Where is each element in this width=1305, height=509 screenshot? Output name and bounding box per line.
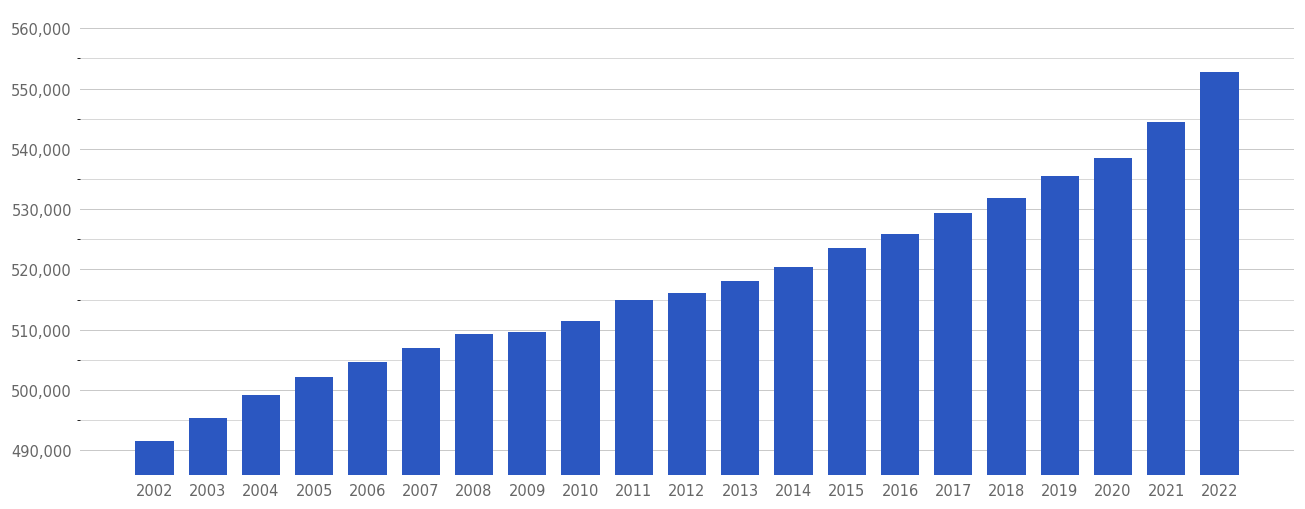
Bar bbox=[455, 334, 493, 474]
Bar bbox=[881, 235, 919, 474]
Bar bbox=[722, 281, 760, 474]
Bar bbox=[1147, 123, 1185, 474]
Bar bbox=[1040, 177, 1079, 474]
Bar bbox=[615, 300, 652, 474]
Bar bbox=[295, 377, 334, 474]
Bar bbox=[136, 441, 174, 474]
Bar bbox=[1094, 159, 1133, 474]
Bar bbox=[1201, 73, 1238, 474]
Bar bbox=[827, 249, 867, 474]
Bar bbox=[402, 348, 440, 474]
Bar bbox=[241, 395, 281, 474]
Bar bbox=[561, 322, 600, 474]
Bar bbox=[774, 268, 813, 474]
Bar bbox=[508, 332, 547, 474]
Bar bbox=[988, 199, 1026, 474]
Bar bbox=[189, 418, 227, 474]
Bar bbox=[934, 213, 972, 474]
Bar bbox=[668, 293, 706, 474]
Bar bbox=[348, 362, 386, 474]
